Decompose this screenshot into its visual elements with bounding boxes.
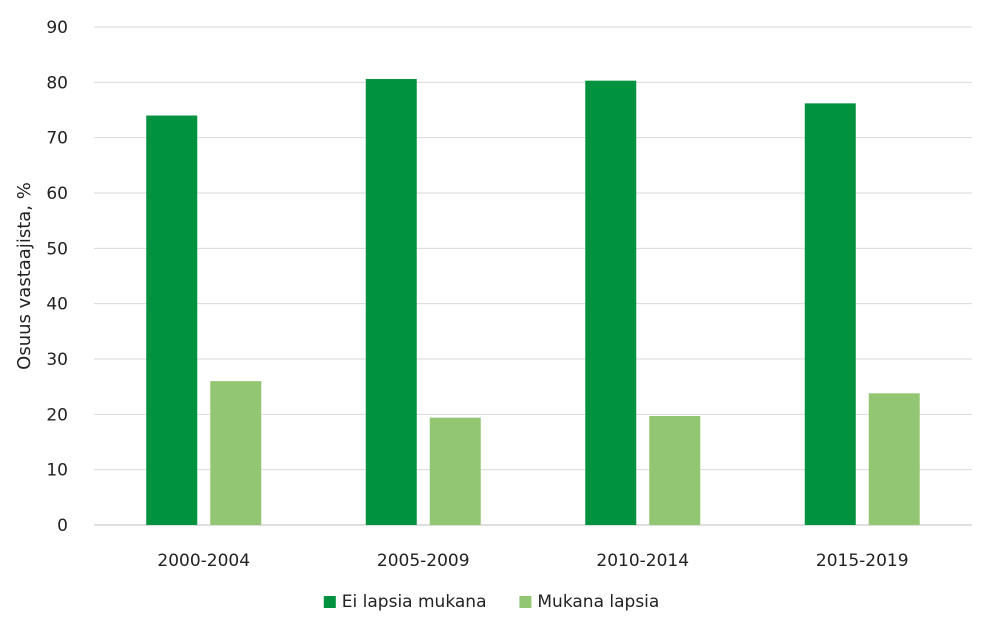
y-tick-label: 0 — [57, 516, 68, 536]
legend-swatch — [519, 596, 532, 608]
bar-mukana-lapsia-2010-2014 — [649, 415, 701, 525]
bar-ei-lapsia-mukana-2000-2004 — [146, 115, 198, 526]
y-tick-label: 20 — [46, 405, 68, 425]
bar-ei-lapsia-mukana-2005-2009 — [365, 79, 417, 525]
y-tick-label: 50 — [46, 239, 68, 259]
x-category-label: 2015-2019 — [816, 551, 909, 571]
x-category-label: 2005-2009 — [377, 551, 470, 571]
y-tick-label: 40 — [46, 295, 68, 315]
x-category-label: 2000-2004 — [157, 551, 250, 571]
y-tick-labels: 0 10 20 30 40 50 60 70 80 90 — [46, 18, 68, 536]
bar-mukana-lapsia-2005-2009 — [429, 417, 481, 525]
y-axis-title: Osuus vastaajista, % — [14, 182, 35, 370]
y-tick-label: 10 — [46, 461, 68, 481]
x-category-label: 2010-2014 — [596, 551, 689, 571]
y-tick-label: 80 — [46, 73, 68, 93]
legend-item: Mukana lapsia — [519, 592, 659, 612]
legend-label: Ei lapsia mukana — [342, 592, 487, 612]
bar-mukana-lapsia-2000-2004 — [210, 381, 262, 525]
x-category-labels: 2000-2004 2005-2009 2010-2014 2015-2019 — [157, 551, 908, 571]
y-tick-label: 90 — [46, 18, 68, 38]
legend-label: Mukana lapsia — [537, 592, 659, 612]
bar-mukana-lapsia-2015-2019 — [868, 393, 920, 525]
bars — [146, 79, 920, 526]
legend-swatch — [323, 596, 336, 608]
y-tick-label: 60 — [46, 184, 68, 204]
bar-ei-lapsia-mukana-2015-2019 — [804, 103, 856, 526]
legend-item: Ei lapsia mukana — [323, 592, 487, 612]
bar-ei-lapsia-mukana-2010-2014 — [585, 80, 637, 525]
y-tick-label: 30 — [46, 350, 68, 370]
legend: Ei lapsia mukana Mukana lapsia — [323, 592, 659, 612]
y-tick-label: 70 — [46, 129, 68, 149]
